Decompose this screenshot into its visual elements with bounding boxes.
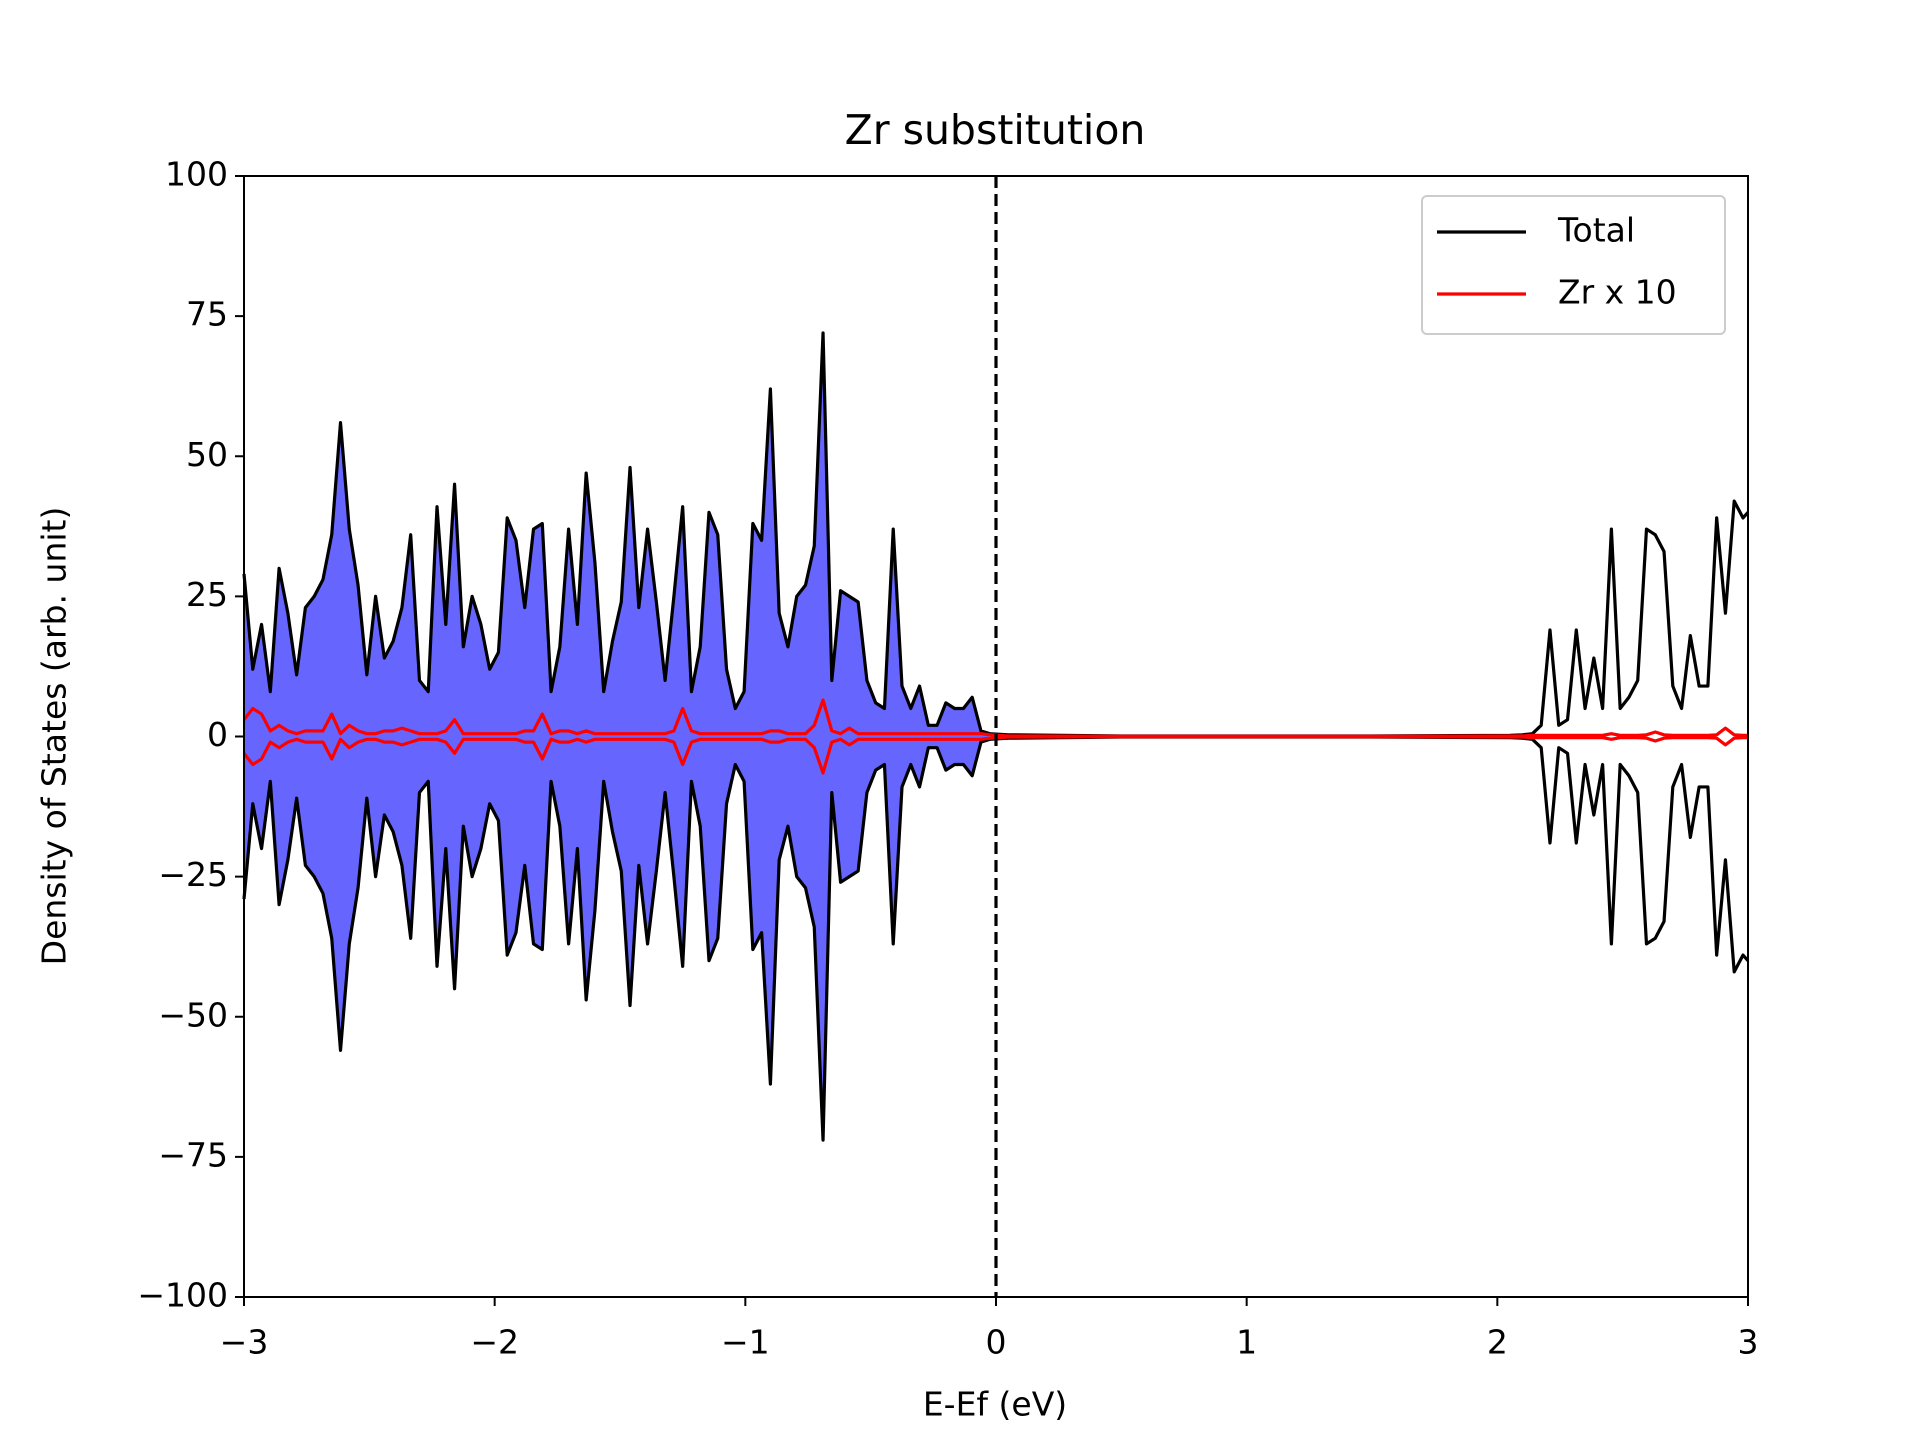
dos-fill: [278, 568, 289, 905]
dos-fill: [928, 724, 938, 749]
y-tick-label: 100: [165, 155, 228, 194]
dos-fill: [778, 613, 789, 860]
chart-title: Zr substitution: [845, 106, 1146, 154]
dos-fill: [392, 607, 403, 866]
dos-fill: [419, 679, 429, 794]
x-tick-label: −2: [470, 1323, 519, 1362]
dos-fill: [840, 590, 850, 883]
y-tick-label: −25: [158, 855, 228, 894]
dos-fill: [489, 652, 499, 821]
x-tick-label: 0: [986, 1323, 1007, 1362]
y-tick-label: 0: [207, 715, 228, 754]
dos-fill: [945, 702, 955, 771]
dos-fill: [752, 523, 762, 950]
dos-fill: [348, 529, 359, 944]
dos-fill: [954, 708, 964, 765]
y-tick-label: 50: [186, 435, 228, 474]
line-spin-down: [242, 735, 1750, 1142]
dos-fill: [533, 522, 543, 951]
x-tick-label: 3: [1738, 1323, 1759, 1362]
x-tick-label: −1: [721, 1323, 770, 1362]
y-tick-label: 75: [186, 295, 228, 334]
x-tick-label: −3: [220, 1323, 269, 1362]
dos-fill: [875, 702, 885, 771]
y-tick-label: 25: [186, 575, 228, 614]
dos-fill: [708, 512, 719, 961]
dos-fill: [805, 545, 815, 928]
y-tick-label: −50: [158, 995, 228, 1034]
line-spin-up: [242, 331, 1750, 738]
legend-label: Total: [1557, 211, 1635, 250]
dos-fill: [384, 641, 394, 832]
dos-fill: [506, 517, 517, 956]
dos-fill: [322, 534, 333, 939]
y-tick-label: −75: [158, 1135, 228, 1174]
dos-fill: [471, 596, 482, 877]
x-tick-label: 2: [1487, 1323, 1508, 1362]
line-spin-down: [242, 735, 1748, 775]
dos-fill: [796, 584, 806, 889]
y-tick-label: −100: [137, 1276, 228, 1315]
dos-fill: [849, 595, 859, 878]
dos-fill: [313, 579, 324, 894]
legend-label: Zr x 10: [1558, 273, 1677, 312]
y-axis-label: Density of States (arb. unit): [35, 507, 74, 966]
line-spin-up: [242, 698, 1748, 738]
x-axis-label: E-Ef (eV): [923, 1385, 1067, 1424]
x-tick-label: 1: [1236, 1323, 1257, 1362]
dos-fill: [305, 595, 315, 878]
